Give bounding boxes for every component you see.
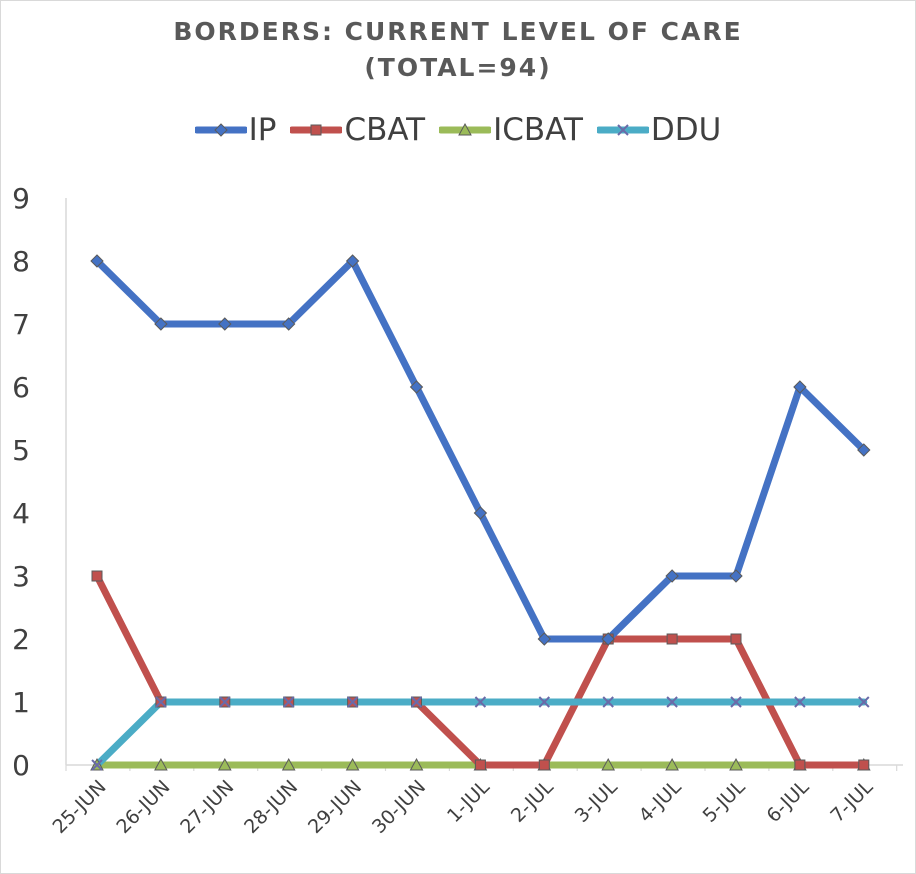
data-point-icbat: [217, 757, 232, 771]
y-tick-label: 2: [12, 623, 30, 656]
chart-title-line: BORDERS: CURRENT LEVEL OF CARE: [173, 17, 743, 46]
y-tick-label: 8: [12, 245, 30, 278]
data-point-ddu: [858, 696, 870, 708]
data-point-ddu: [666, 696, 678, 708]
legend-marker: [213, 123, 228, 137]
y-tick-label: 4: [12, 497, 30, 530]
data-point-cbat: [474, 759, 486, 771]
x-tick-label: 30-JUN: [368, 776, 430, 838]
data-point-ip: [281, 317, 296, 331]
series-line-cbat: [93, 572, 868, 769]
data-point-icbat: [345, 757, 360, 771]
data-point-ddu: [794, 696, 806, 708]
data-point-ddu: [602, 696, 614, 708]
data-point-ddu: [538, 696, 551, 708]
data-point-ddu: [155, 696, 167, 708]
legend-label: DDU: [650, 112, 722, 148]
x-tick-label: 25-JUN: [48, 776, 110, 838]
legend-item-ddu: DDU: [596, 110, 722, 150]
data-point-cbat: [538, 759, 550, 771]
x-tick-label: 6-JUL: [762, 776, 813, 827]
data-point-ip: [473, 506, 488, 520]
legend-swatch: [290, 124, 343, 136]
legend-item-icbat: ICBAT: [439, 110, 583, 150]
chart-title: BORDERS: CURRENT LEVEL OF CARE (TOTAL=94…: [0, 14, 916, 86]
data-point-ddu: [730, 696, 742, 708]
x-tick-label: 7-JUL: [826, 776, 877, 827]
data-point-icbat: [601, 757, 616, 771]
data-point-ip: [537, 632, 552, 646]
y-tick-label: 6: [12, 371, 30, 404]
legend-swatch: [596, 124, 649, 136]
data-point-ip: [601, 632, 615, 646]
x-tick-label: 26-JUN: [112, 776, 174, 838]
data-point-icbat: [729, 757, 743, 771]
data-point-icbat: [154, 757, 168, 771]
legend-marker: [617, 124, 629, 136]
data-point-ip: [345, 254, 360, 268]
y-tick-label: 9: [12, 182, 30, 215]
chart-subtitle: (TOTAL=94): [364, 53, 552, 82]
data-point-ip: [218, 317, 232, 331]
data-point-ddu: [346, 696, 359, 708]
data-point-ip: [665, 569, 679, 583]
y-tick-label: 1: [12, 686, 30, 719]
data-point-icbat: [281, 757, 296, 771]
x-tick-label: 1-JUL: [443, 776, 494, 827]
legend-label: IP: [248, 112, 277, 148]
legend-marker: [458, 122, 472, 136]
data-point-ip: [793, 380, 807, 394]
legend-item-ip: IP: [194, 110, 277, 150]
data-point-cbat: [666, 633, 678, 645]
series-line-ip: [93, 257, 868, 643]
legend-item-cbat: CBAT: [290, 110, 425, 150]
data-point-ip: [154, 317, 168, 331]
data-point-ddu: [474, 696, 487, 708]
legend-swatch: [439, 122, 492, 136]
chart-legend: IP CBAT ICBAT DDU: [0, 110, 916, 150]
data-point-ip: [409, 380, 424, 394]
legend-label: CBAT: [344, 112, 426, 148]
x-tick-label: 2-JUL: [507, 776, 558, 827]
data-point-ddu: [91, 759, 103, 771]
data-point-icbat: [409, 757, 424, 771]
data-point-ddu: [282, 696, 295, 708]
data-point-cbat: [730, 633, 742, 645]
data-point-ddu: [410, 696, 423, 708]
data-point-cbat: [858, 759, 870, 771]
legend-label: ICBAT: [493, 112, 583, 148]
x-tick-label: 3-JUL: [571, 776, 622, 827]
data-point-cbat: [91, 570, 103, 582]
series-line-ddu: [93, 698, 868, 769]
x-tick-label: 5-JUL: [699, 776, 750, 827]
data-point-icbat: [665, 757, 679, 771]
data-point-ip: [90, 254, 104, 268]
data-point-cbat: [794, 759, 806, 771]
data-point-ddu: [219, 696, 231, 708]
legend-swatch: [194, 123, 247, 137]
y-tick-label: 7: [12, 308, 30, 341]
legend-marker: [310, 124, 322, 136]
data-point-ip: [729, 569, 743, 583]
data-point-ip: [857, 443, 871, 457]
y-tick-label: 5: [12, 434, 30, 467]
x-tick-label: 27-JUN: [176, 776, 238, 838]
x-tick-label: 29-JUN: [304, 776, 366, 838]
x-tick-label: 4-JUL: [635, 776, 686, 827]
y-tick-label: 0: [12, 749, 30, 782]
y-tick-label: 3: [12, 560, 30, 593]
x-tick-label: 28-JUN: [240, 776, 302, 838]
